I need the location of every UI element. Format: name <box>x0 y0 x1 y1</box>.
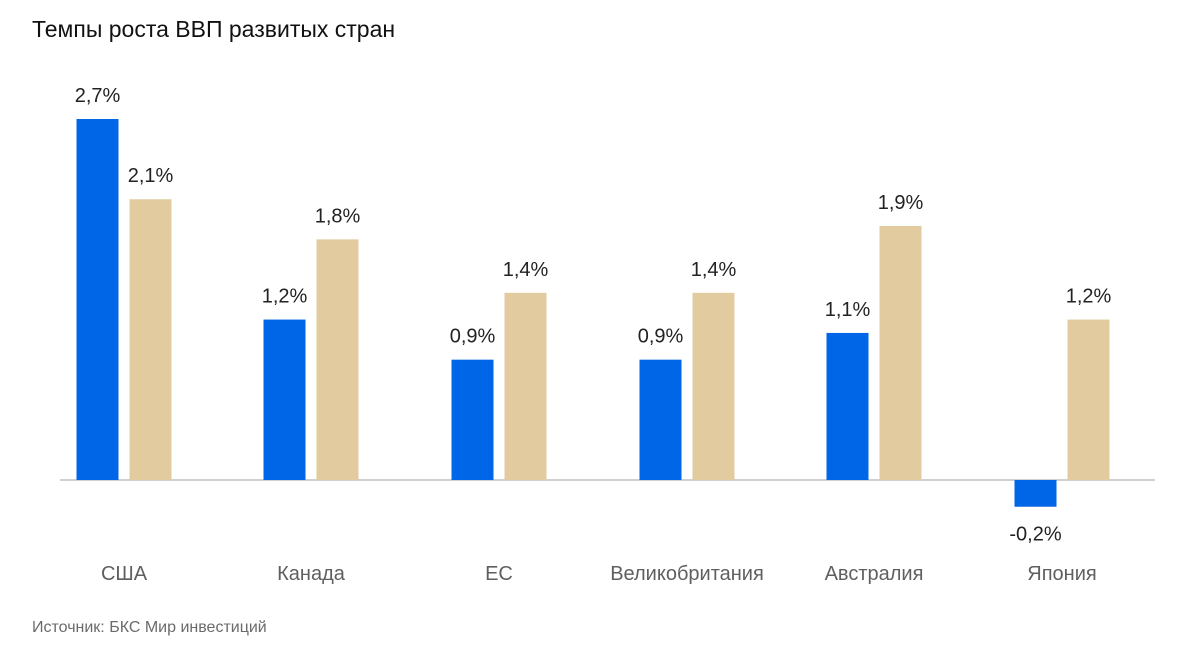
bar-series-2-5 <box>1067 319 1110 480</box>
bar-series-2-1 <box>316 239 359 480</box>
data-label-series-2-5: 1,2% <box>1066 286 1112 308</box>
bar-series-1-0 <box>76 119 119 480</box>
bar-series-2-3 <box>692 292 735 480</box>
category-label-2: ЕС <box>485 563 513 585</box>
data-label-series-2-4: 1,9% <box>878 192 924 214</box>
data-label-series-2-1: 1,8% <box>315 205 361 227</box>
data-label-series-1-4: 1,1% <box>825 299 871 321</box>
data-label-series-1-1: 1,2% <box>262 286 308 308</box>
data-label-series-2-3: 1,4% <box>691 259 737 281</box>
data-label-series-2-2: 1,4% <box>503 259 549 281</box>
data-label-series-1-0: 2,7% <box>75 85 121 107</box>
data-label-series-1-2: 0,9% <box>450 326 496 348</box>
source-note: Источник: БКС Мир инвестиций <box>32 619 267 636</box>
category-label-5: Япония <box>1027 563 1096 585</box>
bar-series-1-3 <box>639 359 682 480</box>
bar-series-2-2 <box>504 292 547 480</box>
chart-title: Темпы роста ВВП развитых стран <box>32 16 396 42</box>
data-label-series-1-3: 0,9% <box>638 326 684 348</box>
category-label-1: Канада <box>277 563 346 585</box>
bar-series-1-1 <box>263 319 306 480</box>
bar-series-1-2 <box>451 359 494 480</box>
category-label-4: Австралия <box>825 563 924 585</box>
bar-series-1-5 <box>1014 480 1057 507</box>
data-label-series-2-0: 2,1% <box>128 165 174 187</box>
category-label-3: Великобритания <box>610 563 764 585</box>
bar-series-2-0 <box>129 199 172 481</box>
category-label-0: США <box>101 563 148 585</box>
bar-series-2-4 <box>879 225 922 480</box>
data-label-series-1-5: -0,2% <box>1009 524 1061 546</box>
bar-series-1-4 <box>826 332 869 480</box>
